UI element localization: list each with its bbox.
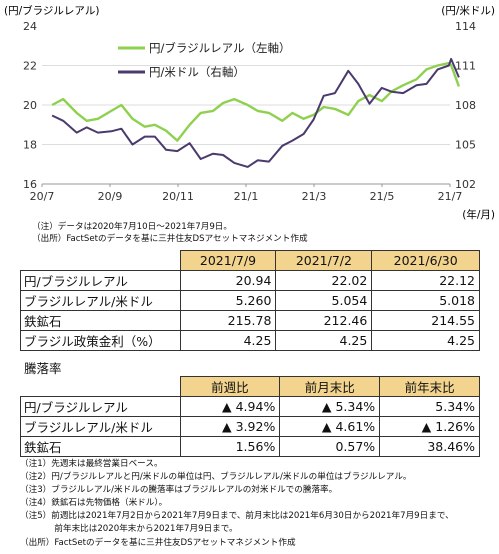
- table-row: ブラジルレアル/米ドル 5.260 5.054 5.018: [20, 290, 480, 311]
- change-header-2: 前月末比: [279, 376, 381, 397]
- section-title-change: 騰落率: [24, 361, 62, 376]
- decline-marker: ▲: [321, 419, 332, 434]
- decline-marker: ▲: [222, 419, 232, 434]
- change-header-1: 前週比: [179, 376, 281, 397]
- y-left-tick-label: 18: [23, 139, 37, 152]
- legend-label: 円/ブラジルレアル（左軸）: [149, 41, 291, 55]
- legend-label: 円/米ドル（右軸）: [149, 65, 245, 79]
- decline-marker: ▲: [321, 399, 332, 414]
- x-tick-label: 20/11: [162, 190, 194, 203]
- note-3: （注3）ブラジルレアル/米ドルの騰落率はブラジルレアルの対米ドルでの騰落率。: [20, 485, 338, 495]
- cell: 5.018: [371, 290, 480, 311]
- chart-legend: 円/ブラジルレアル（左軸） 円/米ドル（右軸）: [118, 41, 291, 79]
- note-data-period: （注）データは2020年7月10日～2021年7月9日。: [32, 222, 232, 232]
- price-header-3: 2021/6/30: [371, 250, 480, 271]
- note-4: （注4）鉄鉱石は先物価格（米ドル）。: [20, 498, 168, 508]
- y-right-tick-label: 114: [455, 20, 476, 33]
- cell: 1.56%: [179, 436, 281, 457]
- row-label: ブラジル政策金利（%）: [20, 330, 181, 351]
- table-row: 鉄鉱石 215.78 212.46 214.55: [20, 310, 480, 331]
- series-line-jpy-usd: [51, 57, 460, 168]
- fx-line-chart: 24 114 22 111 20 108 18 105 16 102 20/7 20/9 20/11 21…: [4, 4, 495, 221]
- y-right-tick-label: 111: [455, 60, 476, 73]
- cell: 4.25: [275, 330, 373, 351]
- cell: ▲ 4.94%: [179, 396, 281, 417]
- table-row: ブラジルレアル/米ドル ▲ 3.92% ▲ 4.61% ▲ 1.26%: [20, 416, 480, 437]
- row-label: 鉄鉱石: [20, 436, 181, 457]
- y-left-tick-label: 20: [23, 99, 37, 112]
- cell: ▲ 1.26%: [379, 416, 480, 437]
- cell: 214.55: [371, 310, 480, 331]
- x-axis-unit: (年/月): [462, 208, 495, 221]
- table-row: ブラジル政策金利（%） 4.25 4.25 4.25: [20, 330, 480, 351]
- x-tick-label: 21/3: [302, 190, 327, 203]
- row-label: 鉄鉱石: [20, 310, 181, 331]
- table-row: 円/ブラジルレアル ▲ 4.94% ▲ 5.34% 5.34%: [20, 396, 480, 417]
- cell: 22.02: [275, 270, 373, 291]
- chart-ticks: 24 114 22 111 20 108 18 105 16 102 20/7 20/9 20/11 21…: [23, 20, 476, 203]
- cell: 0.57%: [279, 436, 381, 457]
- note-1: （注1）先週末は最終営業日ベース。: [20, 459, 163, 469]
- note-source-top: （出所）FactSetのデータを基に三井住友DSアセットマネジメント作成: [32, 234, 308, 244]
- cell: 20.94: [179, 270, 277, 291]
- right-axis-unit: (円/米ドル): [441, 4, 495, 17]
- row-label: ブラジルレアル/米ドル: [20, 290, 181, 311]
- x-tick-label: 20/7: [30, 190, 55, 203]
- x-tick-label: 21/7: [438, 190, 463, 203]
- cell: 212.46: [275, 310, 373, 331]
- x-tick-label: 21/1: [234, 190, 259, 203]
- cell: 5.34%: [379, 396, 480, 417]
- note-source-bottom: （出所）FactSetのデータを基に三井住友DSアセットマネジメント作成: [20, 538, 296, 548]
- cell: ▲ 5.34%: [279, 396, 381, 417]
- price-header-2: 2021/7/2: [275, 250, 373, 271]
- y-right-tick-label: 108: [455, 99, 476, 112]
- x-tick-label: 20/9: [98, 190, 123, 203]
- cell: 5.260: [179, 290, 277, 311]
- price-table: 2021/7/9 2021/7/2 2021/6/30 円/ブラジルレアル 20…: [20, 250, 480, 351]
- price-table-header: 2021/7/9 2021/7/2 2021/6/30: [21, 250, 480, 271]
- y-left-tick-label: 24: [23, 20, 37, 33]
- cell: ▲ 4.61%: [279, 416, 381, 437]
- change-header-3: 前年末比: [379, 376, 480, 397]
- note-5-cont: 前年末比は2020年末から2021年7月9日まで。: [20, 524, 238, 534]
- table-row: 鉄鉱石 1.56% 0.57% 38.46%: [20, 436, 480, 457]
- table-row: 円/ブラジルレアル 20.94 22.02 22.12: [20, 270, 480, 291]
- cell: 4.25: [179, 330, 277, 351]
- row-label: 円/ブラジルレアル: [20, 270, 181, 291]
- cell: 215.78: [179, 310, 277, 331]
- note-2: （注2）円/ブラジルレアルと円/米ドルの単位は円、ブラジルレアル/米ドルの単位は…: [20, 472, 412, 482]
- left-axis-unit: (円/ブラジルレアル): [4, 4, 99, 17]
- cell: 5.054: [275, 290, 373, 311]
- cell: 38.46%: [379, 436, 480, 457]
- series-line-jpy-brl: [51, 61, 461, 142]
- x-tick-label: 21/5: [370, 190, 395, 203]
- y-left-tick-label: 22: [23, 60, 37, 73]
- change-table-header: 前週比 前月末比 前年末比: [21, 376, 480, 397]
- row-label: 円/ブラジルレアル: [20, 396, 181, 417]
- cell: ▲ 3.92%: [179, 416, 281, 437]
- cell: 22.12: [371, 270, 480, 291]
- y-left-tick-label: 16: [23, 178, 37, 191]
- decline-marker: ▲: [222, 399, 232, 414]
- change-table: 前週比 前月末比 前年末比 円/ブラジルレアル ▲ 4.94% ▲ 5.34% …: [20, 376, 480, 457]
- note-5: （注5）前週比は2021年7月2日から2021年7月9日まで、前月末比は2021…: [20, 511, 454, 521]
- decline-marker: ▲: [421, 419, 432, 434]
- chart-lines: [51, 57, 461, 168]
- y-right-tick-label: 105: [455, 139, 476, 152]
- y-right-tick-label: 102: [455, 178, 476, 191]
- price-header-1: 2021/7/9: [179, 250, 277, 271]
- row-label: ブラジルレアル/米ドル: [20, 416, 181, 437]
- cell: 4.25: [371, 330, 480, 351]
